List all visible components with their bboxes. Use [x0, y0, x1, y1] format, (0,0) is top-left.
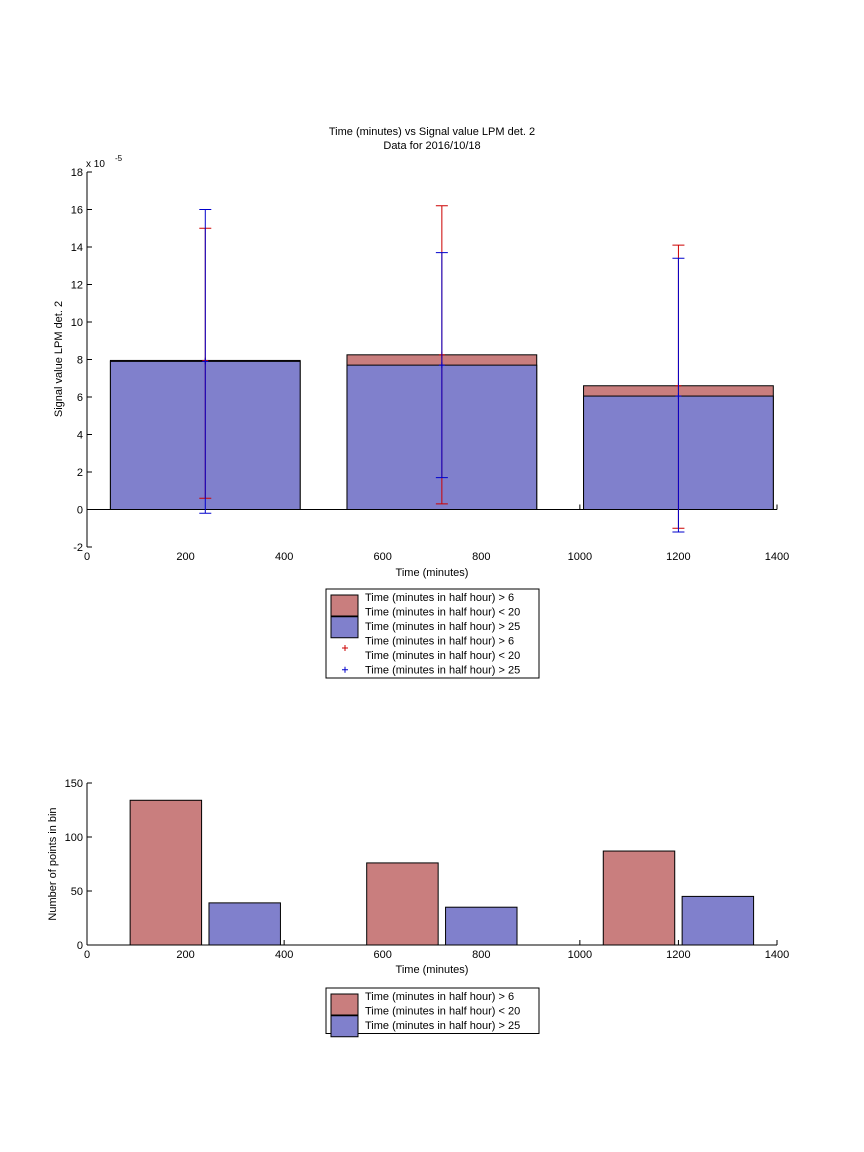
legend-swatch [330, 594, 359, 617]
bottom-plot-area: 0 50 100 150 0 200 400 600 800 1000 1200 1400 [65, 778, 790, 961]
top-x-tick-label: 0 [84, 551, 90, 563]
top-y-tick-label: 8 [77, 355, 83, 367]
top-y-tick-label: -2 [73, 542, 83, 554]
bottom-bar-red [129, 799, 203, 946]
bottom-y-tick-label: 50 [71, 886, 83, 898]
y-exponent-base: x 10 [86, 159, 105, 170]
top-y-tick-label: 18 [71, 167, 83, 179]
top-legend: Time (minutes in half hour) > 6 Time (min… [325, 588, 540, 679]
legend-swatch [330, 616, 359, 639]
top-legend-box [325, 588, 540, 679]
top-y-tick-label: 10 [71, 317, 83, 329]
top-x-tick-label: 1400 [765, 551, 789, 563]
top-y-tick-label: 6 [77, 392, 83, 404]
top-y-tick-label: 14 [71, 242, 83, 254]
legend-entry-label: Time (minutes in half hour) > 25 [365, 665, 520, 677]
legend-entry-label: Time (minutes in half hour) > 6 [365, 592, 514, 604]
top-x-tick-label: 800 [472, 551, 490, 563]
legend-entry-label: Time (minutes in half hour) < 20 [365, 1006, 520, 1018]
bottom-y-axis-label: Number of points in bin [47, 807, 59, 920]
bottom-x-tick-label: 0 [84, 949, 90, 961]
chart-title: Time (minutes) vs Signal value LPM det. … [329, 126, 535, 138]
bottom-x-tick-label: 600 [374, 949, 392, 961]
bottom-bar-blue [445, 906, 518, 946]
top-y-tick-label: 2 [77, 467, 83, 479]
legend-entry-label: Time (minutes in half hour) < 20 [365, 650, 520, 662]
top-x-axis-label: Time (minutes) [396, 567, 469, 579]
legend-entry-label: Time (minutes in half hour) > 25 [365, 621, 520, 633]
legend-entry-label: Time (minutes in half hour) > 6 [365, 636, 514, 648]
bottom-y-tick-label: 0 [77, 940, 83, 952]
legend-swatch [330, 1015, 359, 1038]
bottom-bar-blue [681, 895, 755, 946]
bottom-x-axis-label: Time (minutes) [396, 964, 469, 976]
top-x-tick-label: 400 [275, 551, 293, 563]
y-exponent-power: -5 [115, 154, 123, 163]
bottom-bar-red [366, 862, 439, 946]
bottom-legend: Time (minutes in half hour) > 6 Time (min… [325, 987, 540, 1038]
bottom-y-tick-label: 150 [65, 778, 83, 790]
bottom-bar-red [602, 850, 676, 946]
top-x-tick-label: 200 [176, 551, 194, 563]
bottom-x-tick-label: 1000 [568, 949, 592, 961]
bottom-x-tick-label: 200 [176, 949, 194, 961]
top-x-tick-label: 1000 [568, 551, 592, 563]
bottom-x-tick-label: 400 [275, 949, 293, 961]
top-x-tick-label: 1200 [666, 551, 690, 563]
top-y-axis-label: Signal value LPM det. 2 [53, 301, 65, 417]
bottom-y-tick-label: 100 [65, 832, 83, 844]
legend-swatch [330, 993, 359, 1016]
top-y-tick-label: 12 [71, 280, 83, 292]
legend-entry-label: Time (minutes in half hour) > 25 [365, 1020, 520, 1032]
bottom-x-tick-label: 800 [472, 949, 490, 961]
bottom-x-tick-label: 1400 [765, 949, 789, 961]
top-x-tick-label: 600 [374, 551, 392, 563]
top-y-tick-label: 0 [77, 505, 83, 517]
top-y-tick-label: 16 [71, 205, 83, 217]
bottom-bar-blue [208, 902, 281, 946]
bottom-legend-box [325, 987, 540, 1034]
chart-subtitle: Data for 2016/10/18 [383, 140, 480, 152]
legend-entry-label: Time (minutes in half hour) < 20 [365, 607, 520, 619]
bottom-x-tick-label: 1200 [666, 949, 690, 961]
top-y-tick-label: 4 [77, 430, 83, 442]
legend-entry-label: Time (minutes in half hour) > 6 [365, 991, 514, 1003]
